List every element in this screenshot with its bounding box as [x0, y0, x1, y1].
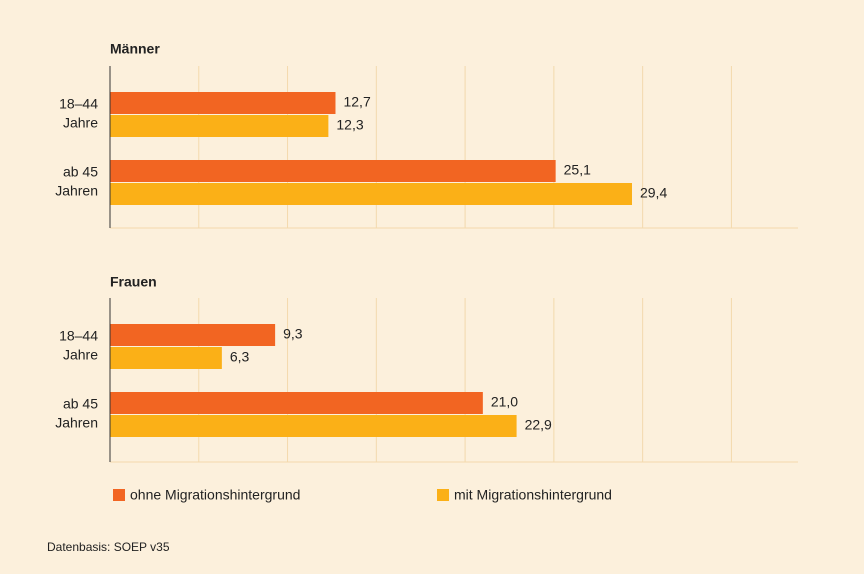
legend-swatch: [113, 489, 125, 501]
bar: [110, 324, 276, 346]
value-label: 12,7: [343, 94, 370, 110]
value-label: 22,9: [525, 417, 552, 433]
chart-title: Männer: [110, 41, 160, 57]
bar: [110, 115, 329, 137]
bar: [110, 183, 632, 205]
bar: [110, 347, 222, 369]
bar: [110, 392, 483, 414]
legend-label: ohne Migrationshintergrund: [130, 487, 300, 503]
y-tick-label: ab 45: [63, 396, 98, 412]
value-label: 9,3: [283, 326, 303, 342]
bar: [110, 160, 556, 182]
value-label: 6,3: [230, 349, 250, 365]
y-tick-label: Jahre: [63, 115, 98, 131]
value-label: 25,1: [564, 162, 591, 178]
y-tick-label: Jahre: [63, 347, 98, 363]
bar: [110, 92, 336, 114]
value-label: 12,3: [336, 117, 363, 133]
bar: [110, 415, 517, 437]
y-tick-label: Jahren: [55, 415, 98, 431]
y-tick-label: Jahren: [55, 183, 98, 199]
legend-label: mit Migrationshintergrund: [454, 487, 612, 503]
value-label: 21,0: [491, 394, 518, 410]
value-label: 29,4: [640, 185, 667, 201]
y-tick-label: ab 45: [63, 164, 98, 180]
y-tick-label: 18–44: [59, 96, 98, 112]
y-tick-label: 18–44: [59, 328, 98, 344]
legend-swatch: [437, 489, 449, 501]
chart-title: Frauen: [110, 274, 157, 290]
source-note: Datenbasis: SOEP v35: [47, 540, 170, 554]
